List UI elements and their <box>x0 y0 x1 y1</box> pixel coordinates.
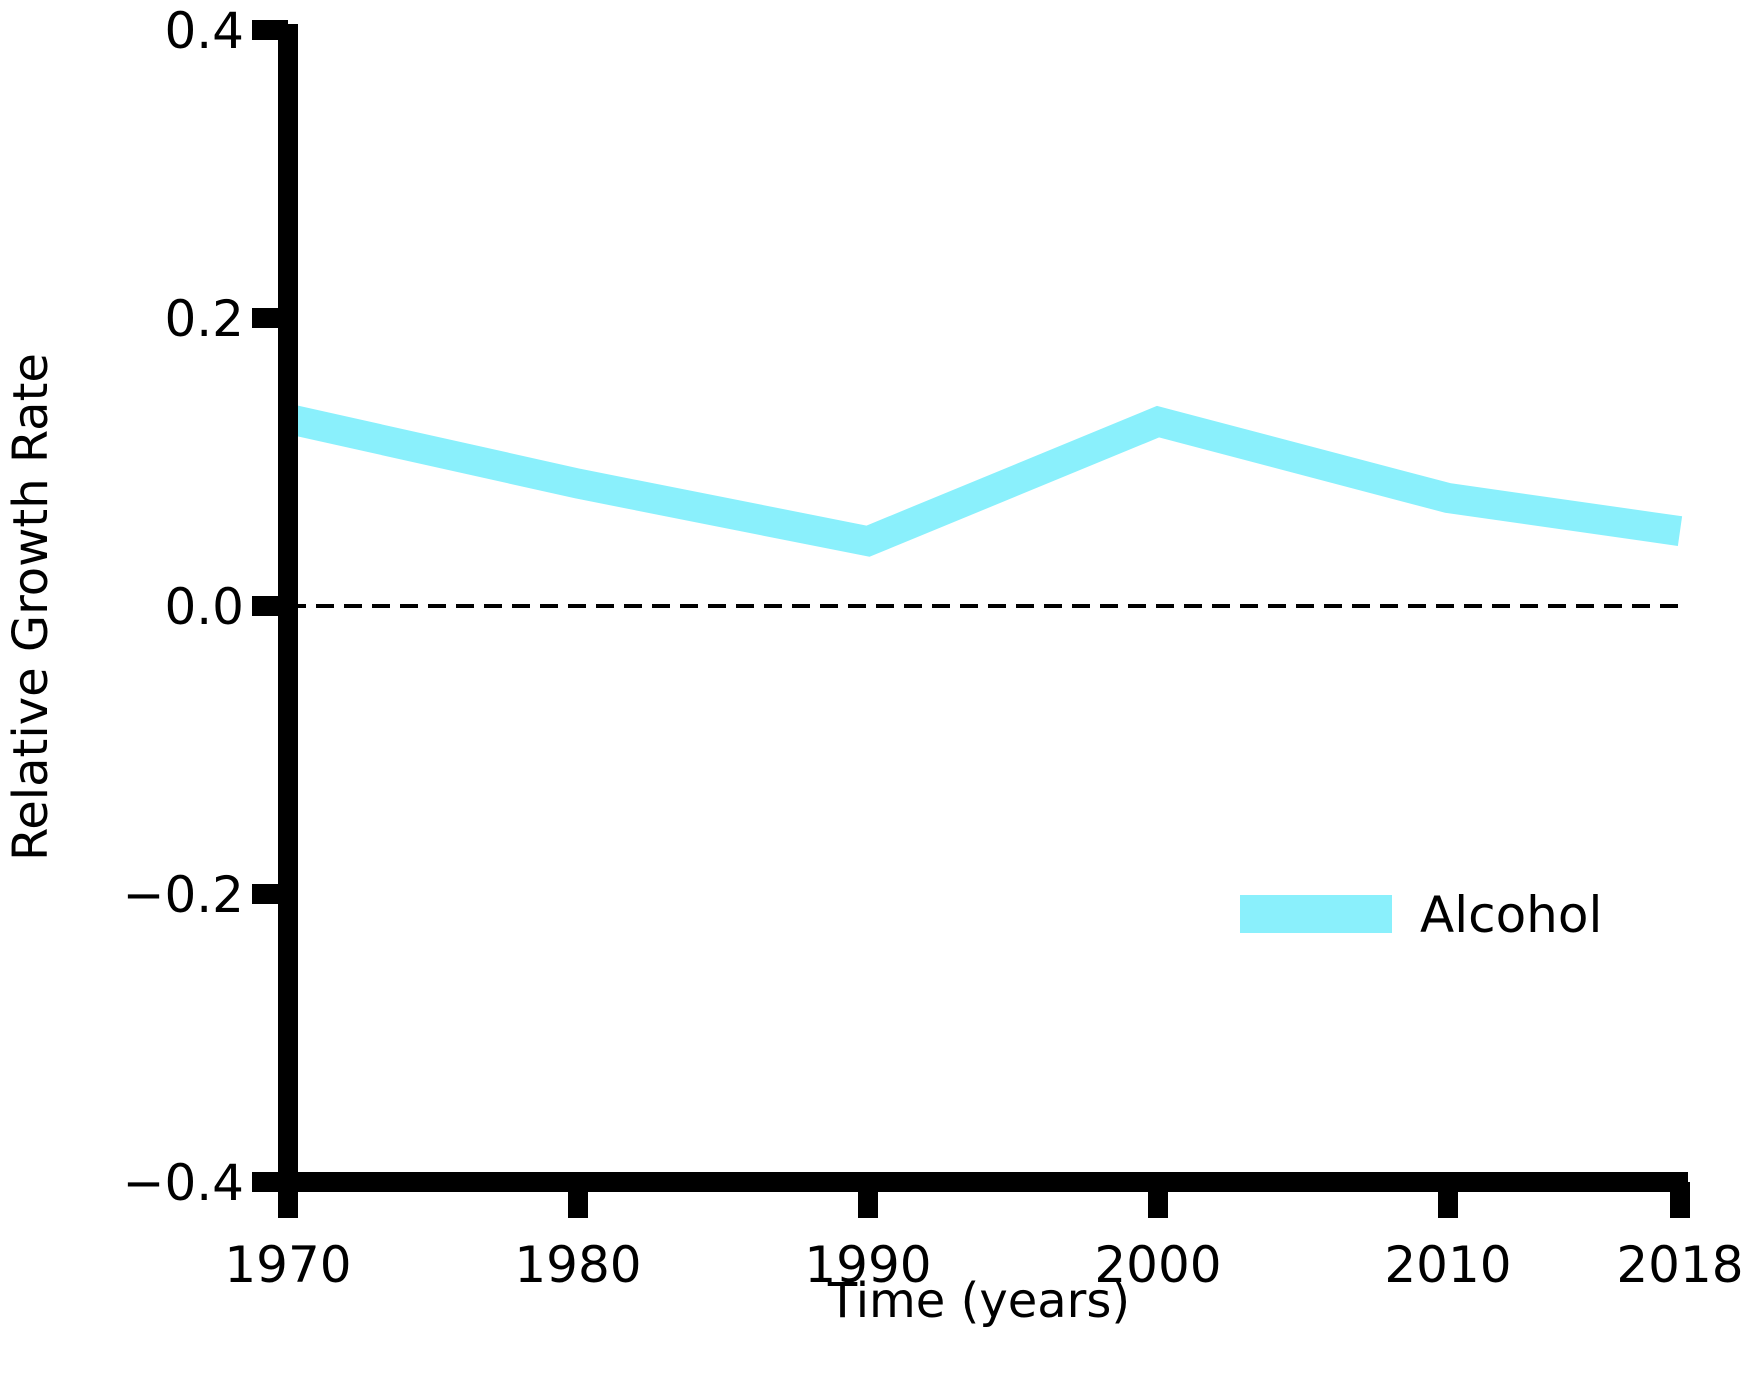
x-tick-label: 1980 <box>514 1236 641 1294</box>
y-tick-label: 0.0 <box>164 578 244 636</box>
x-tick-label: 1970 <box>224 1236 351 1294</box>
series-line-alcohol <box>284 404 1683 557</box>
y-tick-label: −0.2 <box>123 866 244 924</box>
series-layer <box>284 404 1683 557</box>
y-tick-label: 0.2 <box>164 290 244 348</box>
tick-labels: −0.4 −0.2 0.0 0.2 0.4 1970 1980 1990 2000 2010 201… <box>123 2 1744 1294</box>
y-axis-label: Relative Growth Rate <box>3 353 59 861</box>
y-tick-label: −0.4 <box>123 1154 244 1212</box>
x-axis-label: Time (years) <box>827 1273 1130 1329</box>
y-tick-label: 0.4 <box>164 2 244 60</box>
x-tick-label: 2010 <box>1384 1236 1511 1294</box>
axes <box>252 20 1690 1218</box>
legend: Alcohol <box>1240 886 1602 944</box>
legend-label-alcohol: Alcohol <box>1420 886 1602 944</box>
x-tick-label: 1990 <box>804 1236 931 1294</box>
x-tick-label: 2000 <box>1094 1236 1221 1294</box>
x-tick-label: 2018 <box>1616 1236 1743 1294</box>
